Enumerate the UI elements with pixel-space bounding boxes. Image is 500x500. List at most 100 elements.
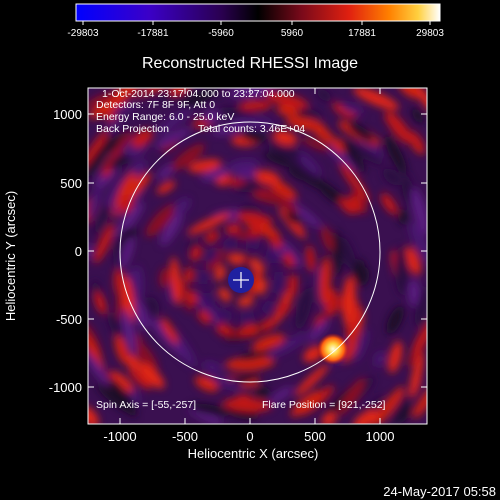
ripple-blob (294, 364, 329, 397)
ripple-blob (206, 248, 224, 272)
ripple-blob (372, 386, 405, 424)
ripple-blob (321, 412, 337, 424)
ripple-blob (171, 143, 205, 171)
ripple-blob (241, 130, 267, 143)
ripple-blob (307, 320, 330, 342)
ripple-blob (290, 390, 322, 417)
flare-position-label: Flare Position = [921,-252] (262, 399, 386, 411)
ripple-blob (340, 103, 364, 115)
ripple-blob (203, 109, 220, 123)
colorbar-tick-label: -17881 (137, 28, 169, 39)
ripple-blob (145, 296, 160, 316)
ripple-blob (189, 403, 231, 416)
ripple-blob (339, 197, 355, 215)
ripple-blob (411, 107, 424, 124)
ripple-blob (137, 362, 165, 389)
ripple-blob (356, 137, 382, 159)
plot-title: Reconstructed RHESSI Image (142, 55, 358, 72)
ripple-blob (227, 372, 261, 385)
ripple-blob (219, 107, 255, 120)
ripple-blob (170, 256, 182, 306)
y-tick-label: -1000 (49, 380, 82, 395)
ripple-blob (121, 309, 137, 356)
ripple-blob (107, 117, 121, 133)
ripple-blob (285, 116, 326, 132)
ripple-blob (93, 223, 115, 264)
ripple-blob (333, 229, 342, 278)
ripple-blob (131, 296, 149, 330)
solar-image (88, 88, 427, 424)
ripple-blob (106, 88, 141, 109)
x-tick-label: -1000 (103, 429, 136, 444)
plot-frame (87, 87, 428, 425)
y-tick-label: 500 (60, 176, 82, 191)
ripple-blob (264, 91, 309, 109)
ripple-blob (352, 409, 379, 424)
ripple-blob (88, 185, 102, 219)
total-counts: Total counts: 3.46E+04 (198, 123, 305, 135)
ripple-blob (270, 190, 299, 215)
ripple-blob (172, 197, 191, 216)
ripple-blob (88, 138, 112, 181)
ripple-blob (384, 134, 407, 174)
ripple-blob (380, 193, 398, 215)
ripple-blob (295, 151, 321, 175)
ripple-blob (133, 340, 158, 371)
ripple-blob (112, 102, 136, 116)
ripple-blob (252, 334, 286, 351)
ripple-ring (214, 253, 268, 307)
ripple-blob (382, 168, 401, 186)
ripple-blob (228, 159, 260, 172)
x-tick-label: 500 (304, 429, 326, 444)
ripple-blob (160, 211, 183, 246)
ripple-blob (339, 161, 370, 202)
ripple-blob (234, 394, 254, 406)
ripple-blob (306, 245, 315, 273)
ripple-blob (337, 378, 365, 416)
ripple-blob (411, 320, 427, 357)
ripple-blob (187, 212, 231, 235)
ripple-blob (319, 257, 331, 305)
ripple-blob (267, 333, 308, 358)
ripple-blob (341, 139, 366, 173)
ripple-blob (194, 375, 219, 392)
x-axis: -1000 -500 0 500 1000 (103, 88, 394, 444)
x-tick-label: -500 (172, 429, 198, 444)
ripple-blob (342, 276, 356, 327)
y-tick-label: 1000 (53, 107, 82, 122)
ripple-blob (120, 236, 135, 269)
ripple-blob (301, 137, 334, 152)
ripple-blob (398, 209, 409, 226)
ripple-blob (276, 105, 299, 116)
ripple-blob (408, 131, 425, 151)
ripple-blob (116, 171, 136, 207)
ripple-blob (111, 371, 134, 392)
ripple-blob (156, 181, 176, 194)
ripple-blob (288, 166, 310, 181)
colorbar-gradient (75, 3, 441, 22)
ripple-blob (346, 140, 384, 166)
y-tick-label: -500 (56, 312, 82, 327)
ripple-blob (116, 131, 133, 151)
ripple-blob (397, 404, 413, 424)
colorbar-tick-label: 17881 (348, 28, 376, 39)
ripple-blob (154, 128, 191, 148)
y-axis: 1000 500 0 -500 -1000 (49, 107, 427, 395)
colorbar-tick-label: -29803 (67, 28, 99, 39)
ripple-blob (169, 88, 190, 96)
ripple-blob (126, 354, 140, 370)
ripple-blob (272, 130, 298, 146)
ripple-blob (282, 146, 301, 159)
ripple-blob (409, 352, 424, 398)
colorbar: -29803 -17881 -5960 5960 17881 29803 (67, 3, 444, 39)
ripple-blob (413, 386, 427, 419)
ripple-blob (160, 317, 179, 344)
ripple-blob (238, 100, 273, 111)
ripple-blob (316, 88, 332, 102)
ripple-blob (94, 291, 107, 315)
ripple-blob (128, 367, 152, 390)
ripple-blob (238, 350, 270, 361)
ripple-blob (225, 356, 275, 371)
ripple-blob (188, 407, 224, 424)
